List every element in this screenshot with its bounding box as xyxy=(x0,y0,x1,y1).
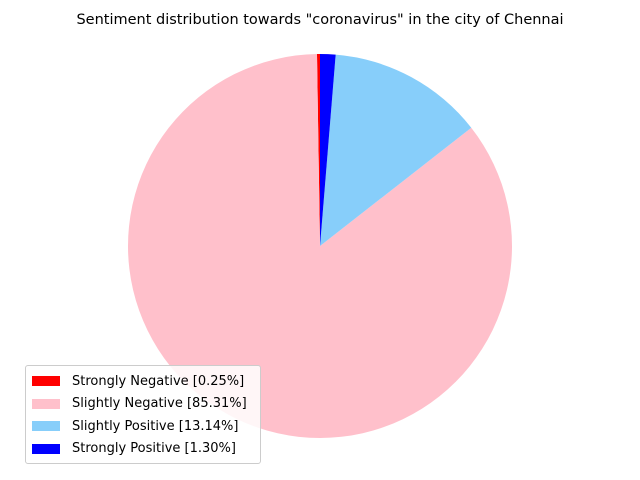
pie-slice-strongly-negative xyxy=(316,54,320,246)
chart-title: Sentiment distribution towards "coronavi… xyxy=(76,12,564,28)
legend-item: Slightly Positive [13.14%] xyxy=(26,415,260,438)
legend-label: Strongly Positive [1.30%] xyxy=(72,441,236,457)
pie-slice-slightly-negative xyxy=(128,54,513,439)
legend-swatch xyxy=(32,421,60,432)
pie-slice-strongly-positive xyxy=(320,54,336,246)
legend-item: Slightly Negative [85.31%] xyxy=(26,393,260,416)
legend-swatch xyxy=(32,443,60,454)
legend-label: Slightly Negative [85.31%] xyxy=(72,396,247,412)
legend-label: Strongly Negative [0.25%] xyxy=(72,373,245,389)
legend-swatch xyxy=(32,376,60,387)
legend-swatch xyxy=(32,398,60,409)
legend-item: Strongly Negative [0.25%] xyxy=(26,370,260,393)
pie-slice-slightly-positive xyxy=(320,54,472,247)
legend-item: Strongly Positive [1.30%] xyxy=(26,438,260,461)
legend-label: Slightly Positive [13.14%] xyxy=(72,418,239,434)
legend: Strongly Negative [0.25%] Slightly Negati… xyxy=(25,365,261,464)
